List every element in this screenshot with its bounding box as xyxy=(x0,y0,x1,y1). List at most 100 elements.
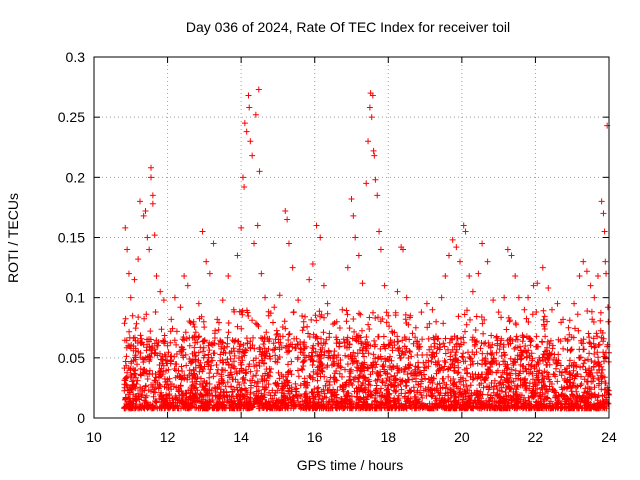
data-point xyxy=(369,92,376,99)
data-point xyxy=(530,282,537,289)
data-point xyxy=(571,300,578,307)
data-point xyxy=(330,321,337,328)
data-point xyxy=(324,300,331,307)
grid-layer xyxy=(94,57,609,418)
data-point xyxy=(203,258,210,265)
data-point xyxy=(539,264,546,271)
x-tick-label: 18 xyxy=(380,429,396,445)
data-point xyxy=(219,297,226,304)
data-point xyxy=(251,240,258,247)
data-point xyxy=(508,252,515,259)
data-point xyxy=(282,208,289,215)
data-point xyxy=(605,318,612,325)
data-point xyxy=(300,318,307,325)
data-point xyxy=(429,306,436,313)
data-point xyxy=(333,318,340,325)
data-point xyxy=(149,192,156,199)
data-point xyxy=(339,306,346,313)
data-point xyxy=(504,246,511,253)
data-point xyxy=(135,256,142,263)
y-tick-label: 0.25 xyxy=(58,109,85,125)
data-point xyxy=(442,273,449,280)
chart-title: Day 036 of 2024, Rate Of TEC Index for r… xyxy=(186,19,510,35)
data-point xyxy=(583,268,590,275)
data-point xyxy=(199,228,206,235)
data-point xyxy=(466,273,473,280)
data-point xyxy=(604,304,611,311)
data-point xyxy=(412,324,419,331)
data-point xyxy=(603,270,610,277)
data-point xyxy=(125,270,132,277)
data-point xyxy=(245,92,252,99)
data-point xyxy=(225,273,232,280)
data-point xyxy=(243,128,250,135)
data-point xyxy=(438,294,445,301)
data-point xyxy=(206,270,213,277)
data-point xyxy=(475,270,482,277)
data-point xyxy=(122,224,129,231)
data-point xyxy=(355,252,362,259)
data-point xyxy=(140,212,147,219)
y-tick-label: 0.3 xyxy=(66,49,86,65)
data-point xyxy=(246,104,253,111)
background-noise-marks xyxy=(121,307,612,412)
data-point xyxy=(591,294,598,301)
data-point xyxy=(372,176,379,183)
data-point xyxy=(124,246,131,253)
data-point xyxy=(407,312,414,319)
data-point xyxy=(210,240,217,247)
data-point xyxy=(284,216,291,223)
data-point xyxy=(515,294,522,301)
data-point xyxy=(177,304,184,311)
data-point xyxy=(490,297,497,304)
data-point xyxy=(295,297,302,304)
data-point xyxy=(320,282,327,289)
data-point xyxy=(554,300,561,307)
data-point xyxy=(457,258,464,265)
data-point xyxy=(181,273,188,280)
data-point xyxy=(453,244,460,251)
data-point xyxy=(365,138,372,145)
x-tick-label: 22 xyxy=(528,429,544,445)
data-point xyxy=(460,222,467,229)
data-point xyxy=(285,240,292,247)
data-point xyxy=(594,273,601,280)
data-point xyxy=(252,111,259,118)
data-point xyxy=(374,192,381,199)
data-point xyxy=(344,264,351,271)
data-point xyxy=(449,236,456,243)
data-point xyxy=(484,258,491,265)
data-point xyxy=(400,246,406,253)
data-point xyxy=(348,195,355,202)
data-point xyxy=(306,276,313,283)
y-tick-label: 0.15 xyxy=(58,230,85,246)
data-point xyxy=(576,273,583,280)
data-point xyxy=(168,316,175,323)
data-point xyxy=(602,258,609,265)
data-point xyxy=(366,104,373,111)
x-tick-label: 20 xyxy=(454,429,470,445)
data-point xyxy=(317,234,324,241)
data-point xyxy=(587,282,594,289)
data-point xyxy=(234,252,241,259)
y-tick-labels: 0 0.05 0.1 0.15 0.2 0.25 0.3 xyxy=(58,49,85,426)
data-point xyxy=(148,174,155,181)
data-point xyxy=(598,198,605,205)
data-point xyxy=(129,312,136,319)
data-point xyxy=(151,232,158,239)
data-point xyxy=(469,288,476,295)
data-point xyxy=(525,294,532,301)
data-point xyxy=(164,342,171,349)
data-point xyxy=(258,270,265,277)
data-point xyxy=(190,321,197,328)
data-point xyxy=(352,234,359,241)
x-tick-label: 24 xyxy=(601,429,617,445)
data-point xyxy=(131,276,138,283)
data-point xyxy=(495,309,502,316)
data-point xyxy=(148,164,155,171)
data-point xyxy=(238,224,245,231)
data-point xyxy=(255,86,262,93)
data-point xyxy=(256,168,263,175)
y-axis-label: ROTI / TECUs xyxy=(5,193,21,283)
data-point xyxy=(376,228,383,235)
